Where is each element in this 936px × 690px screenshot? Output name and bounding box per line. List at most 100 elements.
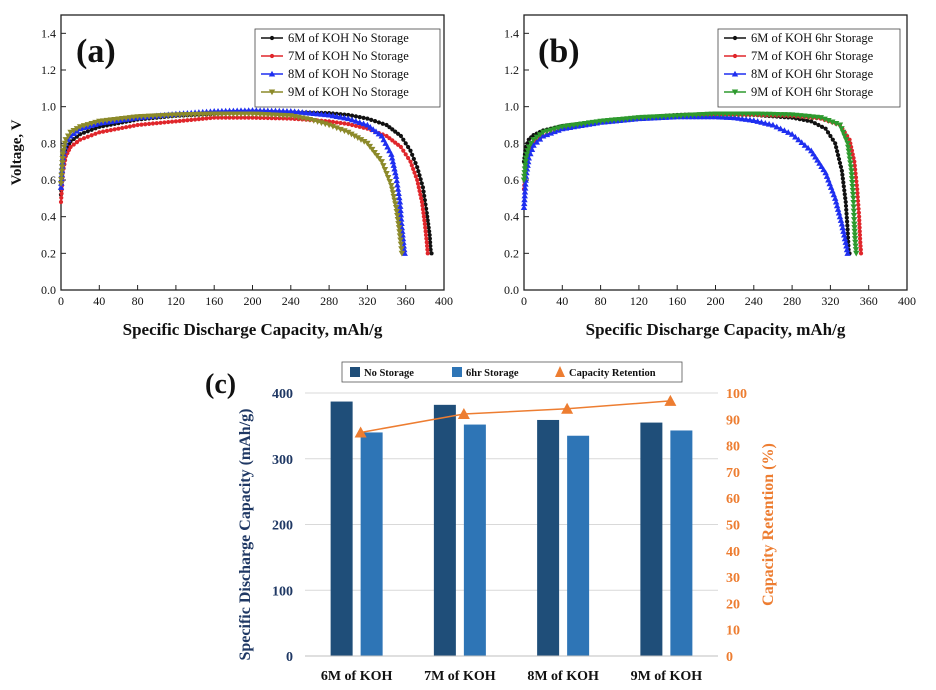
data-point — [93, 131, 98, 136]
y-tick-label: 1.2 — [504, 63, 519, 77]
data-point — [850, 212, 858, 219]
data-point — [88, 120, 95, 127]
data-point — [74, 140, 80, 145]
data-point — [851, 221, 858, 228]
data-point — [418, 177, 423, 182]
legend-marker — [732, 35, 738, 41]
data-point — [135, 122, 140, 128]
bar-6hr-storage — [670, 430, 693, 656]
data-point — [833, 141, 838, 146]
data-point — [521, 192, 528, 199]
y-axis-label: Specific Discharge Capacity (mAh/g) — [237, 409, 254, 661]
bar-no-storage — [330, 401, 353, 656]
data-point — [391, 197, 398, 204]
data-point — [536, 135, 544, 142]
data-point — [856, 206, 861, 211]
data-point — [76, 124, 84, 131]
data-point — [846, 156, 854, 163]
data-point — [409, 163, 414, 168]
data-point — [373, 152, 381, 159]
data-point — [337, 113, 344, 120]
data-point — [265, 115, 270, 121]
data-point — [419, 196, 424, 201]
data-point — [731, 114, 738, 121]
data-point — [395, 142, 401, 147]
y2-tick-label: 20 — [726, 597, 740, 612]
data-point — [59, 195, 64, 200]
data-point — [422, 193, 427, 198]
x-tick-label: 400 — [898, 294, 916, 308]
series-1 — [521, 112, 864, 256]
data-point — [394, 213, 401, 219]
data-point — [837, 217, 845, 223]
x-tick-label: 40 — [93, 294, 105, 308]
y-tick-label: 0.6 — [41, 173, 56, 187]
data-point — [389, 158, 397, 165]
data-point — [395, 225, 403, 231]
data-point — [107, 117, 114, 124]
data-point — [570, 122, 577, 129]
data-point — [844, 140, 851, 147]
data-point — [421, 210, 426, 216]
data-point — [521, 188, 529, 195]
x-tick-label: 200 — [244, 294, 262, 308]
data-point — [427, 229, 432, 234]
legend-entry: 6M of KOH No Storage — [288, 31, 409, 45]
series-2 — [520, 113, 851, 256]
data-point — [196, 117, 201, 122]
legend-entry: 9M of KOH 6hr Storage — [751, 85, 874, 99]
data-point — [855, 190, 860, 196]
data-point — [181, 118, 186, 123]
legend-entry: Capacity Retention — [569, 368, 656, 379]
x-tick-label: 120 — [167, 294, 185, 308]
legend-marker — [269, 35, 275, 41]
data-point — [376, 120, 381, 125]
bar-no-storage — [640, 422, 663, 656]
data-point — [750, 117, 757, 123]
data-point — [357, 137, 365, 143]
data-point — [306, 109, 314, 116]
data-point — [392, 201, 399, 208]
y2-tick-label: 0 — [726, 650, 733, 665]
data-point — [839, 168, 844, 173]
data-point — [848, 172, 855, 178]
data-point — [845, 148, 852, 155]
data-point — [427, 236, 432, 241]
data-point — [840, 228, 847, 234]
data-point — [310, 110, 317, 117]
data-point — [346, 112, 351, 118]
data-point — [420, 207, 426, 212]
data-point — [851, 228, 858, 235]
data-point — [354, 135, 362, 142]
y-tick-label: 1.0 — [504, 100, 519, 114]
data-point — [398, 144, 404, 150]
data-point — [857, 225, 862, 230]
data-point — [387, 136, 392, 141]
data-point — [192, 117, 198, 122]
legend-entry: No Storage — [364, 368, 414, 379]
legend-box — [254, 28, 441, 108]
data-point — [365, 116, 370, 121]
data-point — [843, 196, 848, 201]
data-point — [325, 111, 333, 118]
data-point — [322, 111, 329, 118]
data-point — [857, 221, 862, 227]
data-point — [314, 110, 321, 117]
data-point — [850, 195, 857, 202]
data-point — [376, 156, 383, 162]
data-point — [825, 118, 832, 124]
data-point — [372, 128, 380, 135]
data-point — [333, 113, 340, 119]
x-axis-label: Specific Discharge Capacity, mAh/g — [586, 320, 846, 339]
data-point — [67, 129, 74, 136]
data-point — [821, 116, 828, 123]
data-point — [408, 159, 413, 164]
data-point — [356, 119, 363, 125]
x-tick-label: 40 — [556, 294, 568, 308]
data-point — [380, 163, 387, 169]
data-point — [381, 167, 389, 173]
data-point — [853, 250, 860, 257]
data-point — [521, 166, 529, 173]
data-point — [857, 218, 862, 223]
data-point — [395, 190, 402, 197]
